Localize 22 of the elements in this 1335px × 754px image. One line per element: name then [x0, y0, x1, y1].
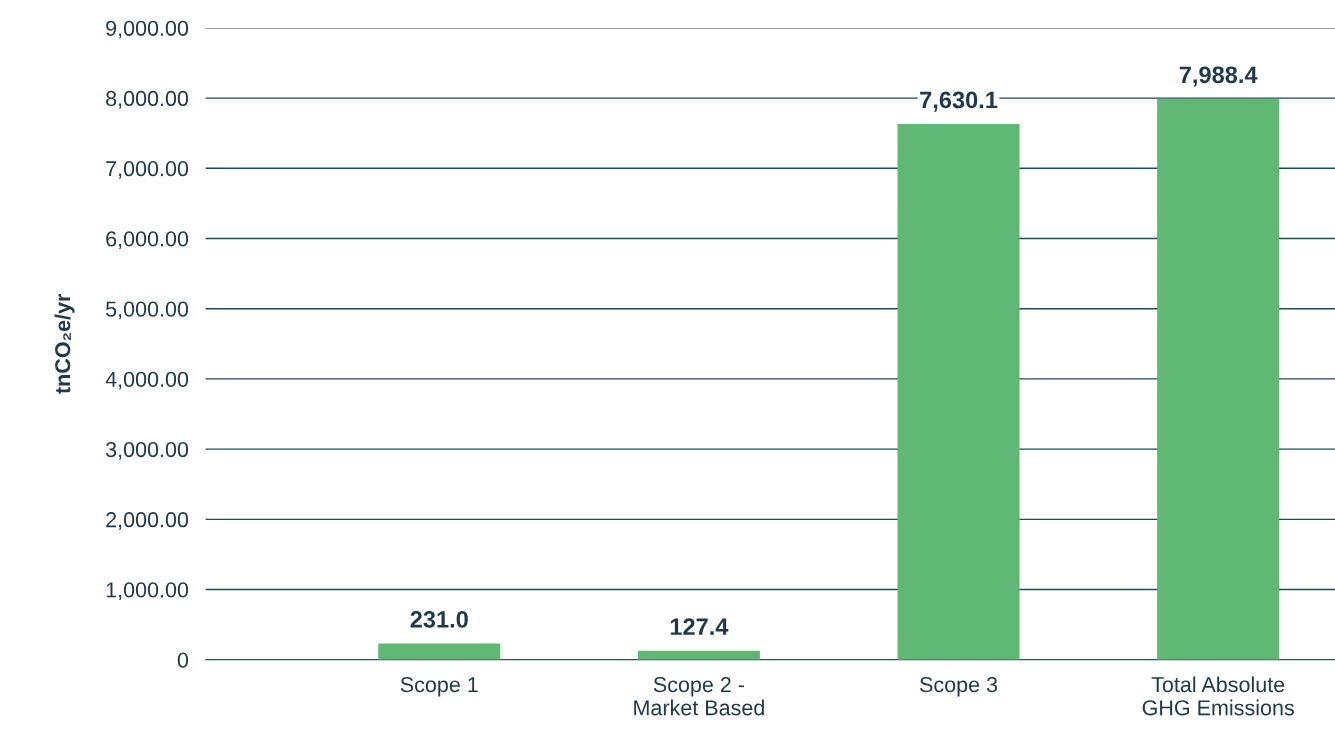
y-tick-label: 9,000.00: [106, 20, 189, 39]
x-tick-label: Scope 2 - Market Based: [634, 676, 764, 716]
y-tick-label: 6,000.00: [106, 231, 189, 250]
y-tick-label: 4,000.00: [105, 371, 189, 390]
bar: [1157, 98, 1280, 660]
data-label: 7,988.4: [1179, 66, 1258, 87]
data-label: 127.4: [670, 618, 729, 635]
data-label: 231.0: [410, 611, 468, 628]
y-tick-label: 3,000.00: [105, 441, 189, 460]
y-tick-label: 7,000.00: [106, 161, 189, 179]
y-tick-label: 8,000.00: [106, 90, 189, 109]
y-tick-label: 2,000.00: [106, 512, 189, 530]
y-tick-label: 5,000.00: [105, 301, 189, 320]
y-tick-label: 1,000.00: [106, 582, 189, 601]
y-axis-title: tnCO₂e/yr: [54, 293, 75, 394]
bar: [897, 124, 1020, 660]
x-tick-label: Scope 3: [920, 676, 998, 697]
x-tick-label: Total Absolute GHG Emissions: [1142, 676, 1294, 716]
bar: [378, 643, 501, 660]
data-label: 7,630.1: [920, 91, 998, 112]
x-tick-label: Scope 1: [400, 676, 478, 697]
y-tick-label: 0: [177, 652, 189, 668]
